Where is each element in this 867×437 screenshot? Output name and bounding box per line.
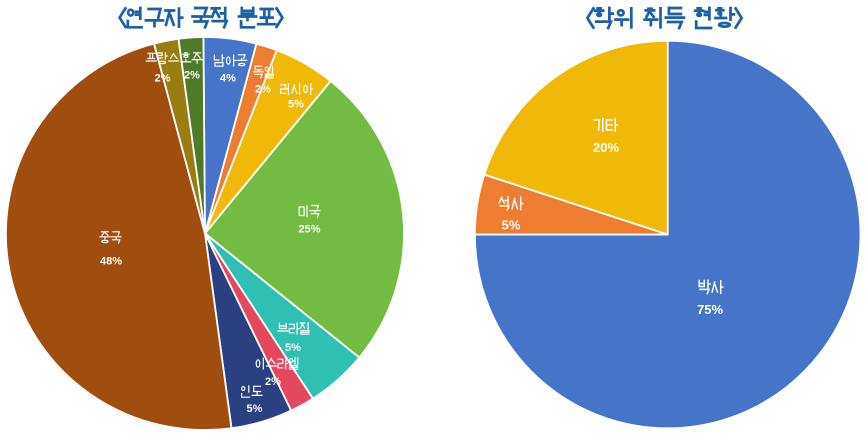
- svg-text:75%: 75%: [697, 302, 723, 317]
- svg-text:25%: 25%: [298, 224, 320, 236]
- svg-text:2%: 2%: [255, 84, 271, 96]
- svg-text:2%: 2%: [184, 70, 200, 82]
- svg-text:2%: 2%: [265, 376, 281, 388]
- svg-text:5%: 5%: [285, 342, 301, 354]
- svg-text:4%: 4%: [220, 73, 236, 85]
- svg-text:20%: 20%: [593, 140, 619, 155]
- svg-text:5%: 5%: [502, 218, 521, 233]
- svg-text:48%: 48%: [100, 256, 122, 268]
- svg-text:2%: 2%: [155, 73, 171, 85]
- svg-text:5%: 5%: [247, 403, 263, 415]
- svg-text:5%: 5%: [288, 99, 304, 111]
